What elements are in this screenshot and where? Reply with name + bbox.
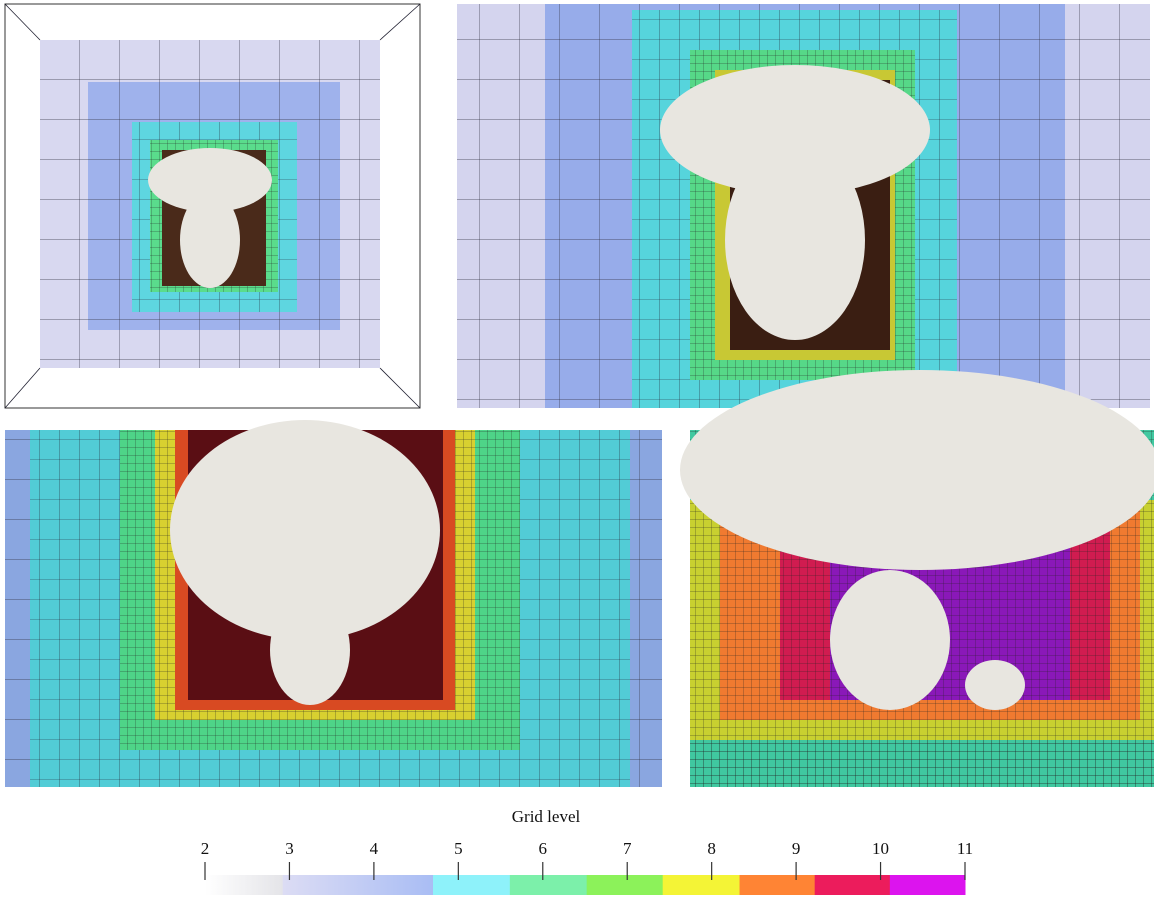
colorbar-tick-label: 7: [623, 839, 632, 858]
colorbar-segment: [282, 875, 434, 895]
colorbar-label: Grid level: [512, 807, 581, 826]
colorbar-segment: [586, 875, 664, 895]
colorbar-tick-label: 11: [957, 839, 973, 858]
colorbar-tick-label: 6: [539, 839, 548, 858]
colorbar-segment: [433, 875, 511, 895]
colorbar-tick-label: 4: [370, 839, 379, 858]
colorbar-segment: [889, 875, 966, 895]
colorbar: Grid level 2 3 4 5 6 7 8 9 10 11: [201, 807, 973, 895]
colorbar-tick-label: 8: [707, 839, 716, 858]
panel-zoom-2: [5, 420, 662, 787]
panel-zoom-1: [457, 4, 1150, 408]
panel-zoom-3: [680, 370, 1154, 787]
colorbar-segment: [739, 875, 816, 895]
colorbar-segment: [814, 875, 891, 895]
colorbar-tick-label: 3: [285, 839, 294, 858]
colorbar-tick-label: 5: [454, 839, 463, 858]
colorbar-segment: [509, 875, 588, 895]
colorbar-segment: [662, 875, 741, 895]
colorbar-tick-label: 9: [792, 839, 801, 858]
colorbar-tick-label: 10: [872, 839, 889, 858]
colorbar-segment: [205, 875, 284, 895]
colorbar-tick-label: 2: [201, 839, 210, 858]
panel-overview: [4, 3, 421, 409]
